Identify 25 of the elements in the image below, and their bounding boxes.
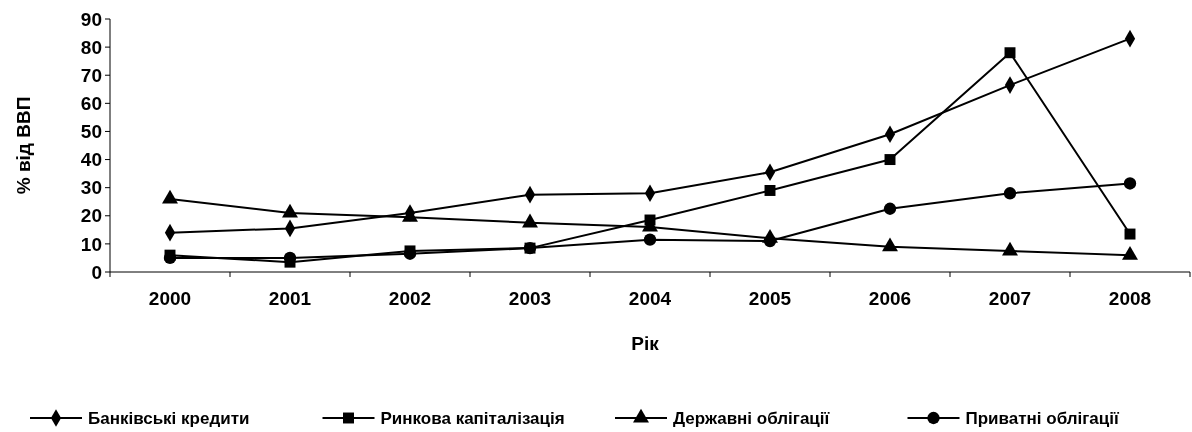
y-tick-label: 20 [80,205,102,227]
y-axis-title: % від ВВП [13,96,34,195]
x-tick-label: 2006 [868,288,912,309]
legend-label: Банківські кредити [88,408,250,428]
y-tick-label: 80 [80,36,102,58]
y-tick-label: 90 [80,8,102,30]
x-tick-label: 2000 [148,288,192,309]
y-tick-label: 40 [80,149,102,171]
x-tick-label: 2008 [1108,288,1152,309]
x-tick-label: 2005 [748,288,792,309]
y-tick-label: 70 [80,64,102,86]
y-tick-label: 60 [80,92,102,114]
y-tick-label: 10 [80,233,102,255]
x-axis-title: Рік [631,333,660,354]
y-tick-label: 50 [80,121,102,143]
x-tick-label: 2001 [268,288,312,309]
legend-label: Державні облігації [673,408,831,428]
y-tick-label: 30 [80,177,102,199]
x-tick-label: 2003 [508,288,552,309]
legend-label: Приватні облігації [965,408,1120,428]
y-tick-label: 0 [91,261,102,283]
x-tick-label: 2007 [988,288,1032,309]
x-tick-label: 2002 [388,288,432,309]
legend-label: Ринкова капіталізація [380,408,565,428]
x-tick-label: 2004 [628,288,672,309]
